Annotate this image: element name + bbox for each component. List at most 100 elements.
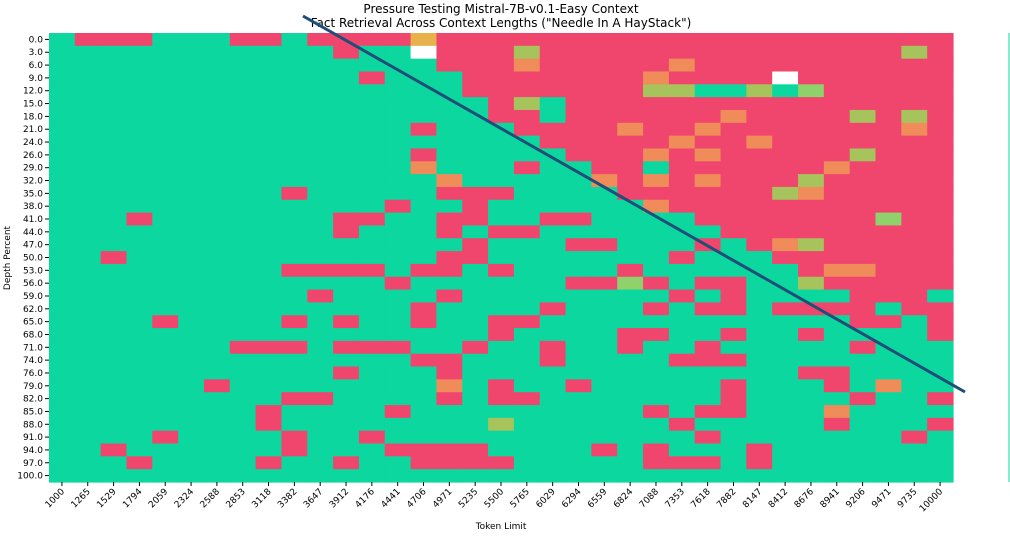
heatmap-cell [643, 186, 670, 201]
heatmap-cell [720, 315, 747, 329]
heatmap-cell [565, 353, 592, 368]
heatmap-cell [100, 379, 128, 393]
heatmap-cell [49, 315, 76, 329]
heatmap-cell [591, 456, 618, 470]
heatmap-cell [281, 430, 308, 445]
heatmap-cell [720, 340, 747, 355]
heatmap-cell [436, 161, 463, 175]
heatmap-cell [436, 443, 463, 457]
heatmap-cell [565, 238, 592, 252]
heatmap-cell [849, 161, 877, 175]
heatmap-cell [358, 199, 386, 214]
heatmap-cell [307, 430, 334, 445]
heatmap-cell [823, 469, 851, 483]
heatmap-cell [203, 174, 231, 188]
heatmap-cell [307, 443, 334, 457]
heatmap-cell [694, 148, 722, 162]
heatmap-cell [410, 289, 438, 303]
heatmap-cell [694, 366, 722, 380]
heatmap-cell [255, 469, 283, 483]
heatmap-cell [643, 135, 670, 150]
heatmap-cell [849, 353, 877, 368]
heatmap-cell [798, 328, 825, 342]
y-axis-label: Depth Percent [3, 225, 13, 290]
heatmap-cell [565, 417, 592, 432]
heatmap-cell [488, 443, 515, 457]
heatmap-cell [358, 212, 386, 227]
heatmap-cell [539, 212, 567, 227]
heatmap-cell [798, 315, 825, 329]
heatmap-cell [436, 251, 463, 265]
heatmap-cell [462, 417, 489, 432]
heatmap-cell [462, 33, 489, 47]
heatmap-cell [462, 97, 489, 111]
heatmap-cell [849, 135, 877, 150]
heatmap-cell [152, 199, 179, 214]
heatmap-cell [333, 289, 360, 303]
heatmap-cell [384, 33, 412, 47]
heatmap-cell [798, 199, 825, 214]
heatmap-cell [565, 58, 592, 73]
heatmap-cell [720, 366, 747, 380]
heatmap-cell [539, 84, 567, 98]
heatmap-cell [229, 263, 257, 278]
heatmap-cell [565, 263, 592, 278]
heatmap-cell [694, 456, 722, 470]
heatmap-cell [798, 161, 825, 175]
heatmap-cell [74, 58, 102, 73]
heatmap-cell [307, 199, 334, 214]
heatmap-cell [823, 251, 851, 265]
heatmap-cell [875, 161, 902, 175]
heatmap-cell [203, 71, 231, 85]
heatmap-cell [126, 353, 153, 368]
heatmap-cell [488, 328, 515, 342]
heatmap-cell [565, 148, 592, 162]
heatmap-cell [126, 45, 153, 60]
heatmap-cell [565, 71, 592, 85]
heatmap-cell [823, 122, 851, 137]
heatmap-cell [798, 238, 825, 252]
heatmap-cell [668, 58, 696, 73]
heatmap-cell [591, 469, 618, 483]
y-tick-label: 68.0 [23, 330, 43, 340]
heatmap-cell [436, 263, 463, 278]
heatmap-cell [100, 199, 128, 214]
heatmap-cell [203, 430, 231, 445]
heatmap-cell [462, 238, 489, 252]
heatmap-cell [643, 161, 670, 175]
heatmap-cell [229, 417, 257, 432]
heatmap-cell [849, 366, 877, 380]
heatmap-cell [281, 71, 308, 85]
heatmap-cell [255, 430, 283, 445]
heatmap-cell [255, 392, 283, 406]
heatmap-cell [539, 174, 567, 188]
heatmap-cell [229, 379, 257, 393]
heatmap-cell [565, 340, 592, 355]
heatmap-cell [255, 135, 283, 150]
heatmap-cell [384, 45, 412, 60]
heatmap-cell [746, 443, 773, 457]
heatmap-cell [513, 379, 541, 393]
heatmap-cell [281, 109, 308, 124]
heatmap-cell [49, 392, 76, 406]
heatmap-cell [49, 84, 76, 98]
heatmap-cell [100, 443, 128, 457]
heatmap-cell [539, 469, 567, 483]
heatmap-cell [462, 340, 489, 355]
heatmap-cell [513, 276, 541, 291]
y-tick-label: 91.0 [23, 433, 43, 443]
heatmap-cell [591, 45, 618, 60]
heatmap-cell [358, 161, 386, 175]
heatmap-cell [539, 302, 567, 316]
heatmap-cell [875, 366, 902, 380]
x-tick-label: 5500 [483, 487, 506, 510]
x-tick-label: 7088 [638, 487, 661, 510]
heatmap-cell [617, 328, 644, 342]
heatmap-cell [823, 186, 851, 201]
heatmap-cell [74, 135, 102, 150]
heatmap-cell [746, 430, 773, 445]
heatmap-cell [152, 58, 179, 73]
heatmap-cell [875, 71, 902, 85]
heatmap-cell [126, 199, 153, 214]
heatmap-cell [384, 84, 412, 98]
